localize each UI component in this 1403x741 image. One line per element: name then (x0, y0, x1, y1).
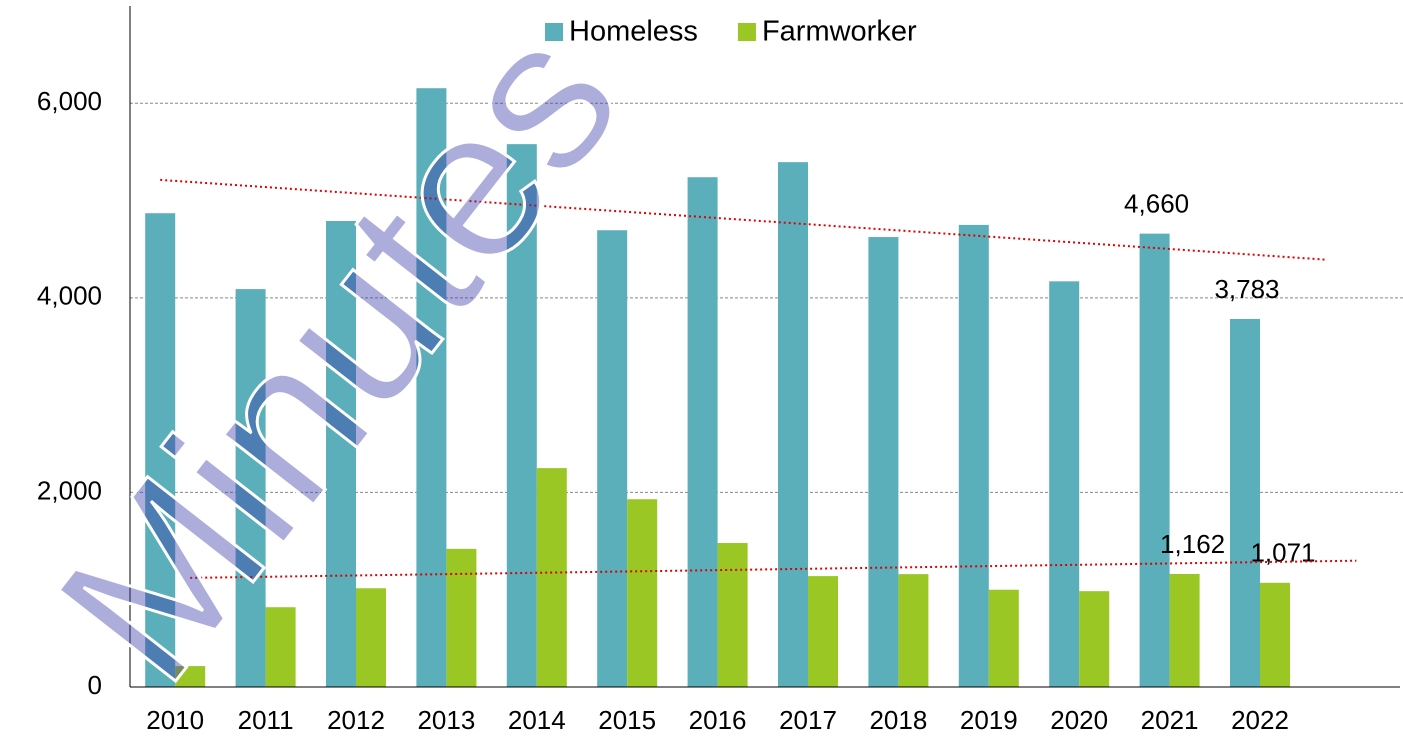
data-label: 1,071 (1250, 538, 1315, 568)
data-label: 4,660 (1124, 189, 1189, 219)
bar (235, 289, 266, 687)
legend-label: Farmworker (762, 16, 917, 48)
bar (1079, 591, 1110, 687)
bar (1139, 233, 1170, 688)
x-tick-label: 2013 (417, 705, 475, 735)
x-tick-label: 2018 (869, 705, 927, 735)
x-tick-label: 2017 (779, 705, 837, 735)
bar (145, 213, 176, 687)
x-tick-label: 2011 (238, 705, 294, 735)
data-label: 3,783 (1214, 274, 1279, 304)
bar (597, 230, 628, 687)
bar (988, 589, 1019, 687)
bar (506, 144, 537, 687)
x-tick-label: 2022 (1231, 705, 1289, 735)
bar (958, 224, 989, 687)
bar (536, 468, 567, 687)
bar (446, 548, 477, 687)
bar (416, 88, 447, 688)
bar (356, 588, 386, 687)
bar (326, 221, 356, 687)
legend-swatch (545, 23, 563, 41)
bar (778, 162, 808, 688)
y-tick-label: 0 (88, 670, 102, 700)
bar (898, 574, 929, 687)
data-label: 1,162 (1160, 529, 1225, 559)
bar (1260, 582, 1290, 687)
bar (717, 543, 748, 687)
x-tick-label: 2019 (960, 705, 1018, 735)
x-tick-label: 2016 (689, 705, 747, 735)
bar (175, 666, 206, 687)
legend-label: Homeless (569, 16, 698, 48)
bar (808, 576, 838, 687)
y-tick-label: 6,000 (37, 86, 102, 116)
bar (1169, 573, 1200, 687)
x-tick-label: 2010 (146, 705, 204, 735)
legend-swatch (737, 23, 756, 41)
bar (265, 607, 296, 687)
bar (1230, 318, 1260, 687)
x-tick-label: 2012 (327, 705, 385, 735)
bar (1049, 281, 1080, 687)
trendline (190, 559, 1357, 579)
x-tick-label: 2020 (1050, 705, 1108, 735)
bar (627, 499, 658, 687)
bar (687, 177, 718, 688)
y-tick-label: 4,000 (37, 281, 102, 311)
x-tick-label: 2015 (598, 705, 656, 735)
y-tick-label: 2,000 (37, 475, 102, 505)
x-tick-label: 2021 (1141, 705, 1199, 735)
bar (868, 237, 899, 687)
x-tick-label: 2014 (508, 705, 566, 735)
